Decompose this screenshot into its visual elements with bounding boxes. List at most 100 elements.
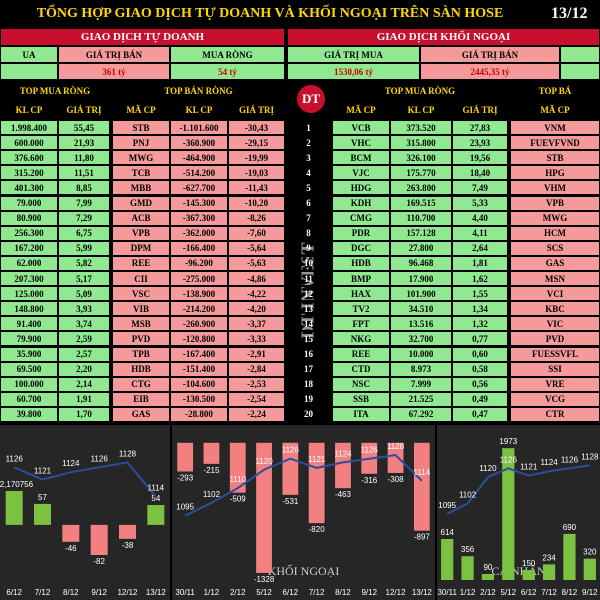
bar	[522, 569, 535, 580]
table-cell: -2,54	[228, 391, 285, 407]
row-number: 15	[287, 331, 330, 347]
table-cell: -5,63	[228, 255, 285, 271]
column-header: GIÁ TRỊ	[58, 100, 110, 120]
table-cell: 17.900	[390, 271, 452, 287]
line-label: 1102	[203, 490, 221, 499]
chart-label: CÁ NHÂN	[491, 564, 546, 578]
table-title: TOP BÁ	[510, 82, 600, 100]
x-tick-label: 7/12	[309, 588, 325, 597]
bar	[542, 564, 556, 580]
table-cell: 315.200	[0, 165, 58, 181]
table-cell: EIB	[112, 391, 170, 407]
table-cell: 5,99	[58, 240, 110, 256]
line-label: 1126	[6, 454, 24, 463]
line-label: 1110	[229, 475, 246, 484]
column-header: KL CP	[170, 100, 228, 120]
x-tick-label: 7/12	[541, 588, 557, 597]
line-label: 1124	[62, 459, 80, 468]
table-cell: 1,91	[58, 391, 110, 407]
table-cell: STB	[112, 120, 170, 136]
x-tick-label: 12/12	[386, 588, 407, 597]
table-cell: 96.468	[390, 255, 452, 271]
table-cell: HCM	[510, 225, 600, 241]
table-cell: 2,14	[58, 376, 110, 392]
table-cell: KBC	[510, 301, 600, 317]
table-cell: PVD	[112, 331, 170, 347]
title: TỔNG HỢP GIAO DỊCH TỰ DOANH VÀ KHỐI NGOẠ…	[0, 0, 540, 28]
table-cell: VCB	[332, 120, 390, 136]
table-cell: -10,20	[228, 195, 285, 211]
table-cell: VJC	[332, 165, 390, 181]
table-cell: -5,64	[228, 240, 285, 256]
table-cell: 55,45	[58, 120, 110, 136]
line-label: 1120	[255, 457, 273, 466]
table-cell: -96.200	[170, 255, 228, 271]
row-number: 1	[287, 120, 330, 136]
table-cell: 401.300	[0, 180, 58, 196]
line-label: 1095	[176, 503, 194, 512]
column-header: MÃ CP	[510, 100, 600, 120]
bar	[203, 442, 220, 464]
bar-label: -46	[65, 544, 77, 553]
row-number: 4	[287, 165, 330, 181]
x-tick-label: 2/12	[480, 588, 496, 597]
table-cell: PNJ	[112, 135, 170, 151]
table-cell: 326.100	[390, 150, 452, 166]
table-cell: FPT	[332, 316, 390, 332]
table-cell: HDB	[112, 361, 170, 377]
table-cell: CTR	[510, 406, 600, 422]
column-header: MÃ CP	[332, 100, 390, 120]
chart-label: KHỐI NGOẠI	[268, 563, 340, 578]
row-number: 19	[287, 391, 330, 407]
table-title: TOP MUA RÒNG	[332, 82, 508, 100]
column-header: GIÁ TRỊ	[228, 100, 285, 120]
x-tick-label: 8/12	[335, 588, 351, 597]
x-tick-label: 2/12	[230, 588, 246, 597]
table-cell: -362.000	[170, 225, 228, 241]
row-number: 11	[287, 271, 330, 287]
bar-label: 1973	[499, 437, 517, 446]
table-cell: -19,03	[228, 165, 285, 181]
table-cell: -167.400	[170, 346, 228, 362]
bar-label: 356	[461, 545, 475, 554]
table-cell: SCS	[510, 240, 600, 256]
table-cell: -4,20	[228, 301, 285, 317]
table-cell: 0,58	[452, 361, 508, 377]
table-cell: -464.900	[170, 150, 228, 166]
bar-label: -509	[230, 495, 247, 504]
table-cell: PVD	[510, 331, 600, 347]
x-tick-label: 9/12	[582, 588, 598, 597]
table-cell: DPM	[112, 240, 170, 256]
bar	[461, 556, 474, 580]
line-label: 1102	[459, 491, 477, 500]
row-number: 14	[287, 316, 330, 332]
summary-label: GIÁ TRỊ MUA	[287, 46, 420, 63]
bar-label: 690	[563, 523, 577, 532]
table-cell: VCI	[510, 286, 600, 302]
table-cell: 79.000	[0, 195, 58, 211]
bar-label: 92,170756	[0, 480, 34, 489]
x-tick-label: 12/12	[117, 588, 138, 597]
table-cell: GMD	[112, 195, 170, 211]
table-cell: -627.700	[170, 180, 228, 196]
table-cell: 4,40	[452, 210, 508, 226]
table-cell: TCB	[112, 165, 170, 181]
line-label: 1120	[479, 464, 497, 473]
x-tick-label: 5/12	[501, 588, 517, 597]
table-title: TOP MUA RÒNG	[0, 82, 110, 100]
table-cell: 5,82	[58, 255, 110, 271]
table-cell: HDB	[332, 255, 390, 271]
bar-label: -820	[309, 525, 326, 534]
row-number: 5	[287, 180, 330, 196]
table-cell: 3,93	[58, 301, 110, 317]
section-title: GIAO DỊCH TỰ DOANH	[0, 28, 285, 46]
table-cell: 2,20	[58, 361, 110, 377]
table-cell: 1,70	[58, 406, 110, 422]
bar-label: 54	[151, 494, 160, 503]
x-tick-label: 8/12	[63, 588, 79, 597]
line-label: 1128	[119, 449, 137, 458]
table-cell: -8,26	[228, 210, 285, 226]
table-cell: -275.000	[170, 271, 228, 287]
summary-label: MUA RÒNG	[170, 46, 285, 63]
table-cell: 34.510	[390, 301, 452, 317]
